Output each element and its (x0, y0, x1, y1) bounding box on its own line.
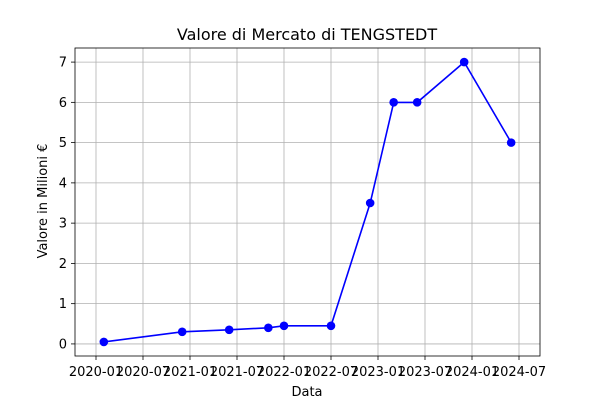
x-tick-label: 2022-07 (304, 365, 358, 380)
y-tick-label: 0 (59, 337, 67, 352)
x-tick-label: 2023-01 (351, 365, 405, 380)
x-tick-label: 2021-07 (210, 365, 264, 380)
x-tick-label: 2024-01 (445, 365, 499, 380)
series-line (103, 60, 512, 343)
y-tick-label: 1 (59, 297, 67, 312)
y-tick-label: 3 (59, 217, 67, 232)
data-point (264, 323, 273, 333)
y-tick-label: 5 (59, 136, 67, 151)
x-tick-label: 2024-07 (492, 365, 546, 380)
data-point (224, 325, 234, 335)
y-tick-label: 6 (59, 96, 67, 111)
x-tick-label: 2021-01 (163, 365, 217, 380)
data-point (177, 327, 187, 337)
data-point (459, 57, 469, 67)
plot-frame (74, 47, 541, 357)
x-tick-label: 2020-01 (69, 365, 123, 380)
y-tick-label: 2 (59, 257, 67, 272)
data-point (326, 321, 336, 331)
data-point (389, 98, 398, 107)
data-point (279, 321, 289, 331)
data-point (365, 198, 375, 208)
data-point (99, 337, 109, 347)
series-layer (99, 57, 516, 347)
grid-layer (75, 48, 540, 356)
chart-title: Valore di Mercato di TENGSTEDT (177, 25, 438, 44)
data-point (412, 98, 422, 107)
y-axis-title: Valore in Milioni € (36, 144, 51, 259)
x-tick-label: 2023-07 (398, 365, 452, 380)
x-axis-title: Data (291, 385, 322, 400)
y-tick-label: 4 (59, 176, 67, 191)
tick-layer: 2020-012020-072021-012021-072022-012022-… (59, 56, 546, 380)
x-tick-label: 2020-07 (116, 365, 170, 380)
y-tick-label: 7 (59, 56, 67, 71)
data-point (506, 138, 516, 147)
x-tick-label: 2022-01 (257, 365, 311, 380)
